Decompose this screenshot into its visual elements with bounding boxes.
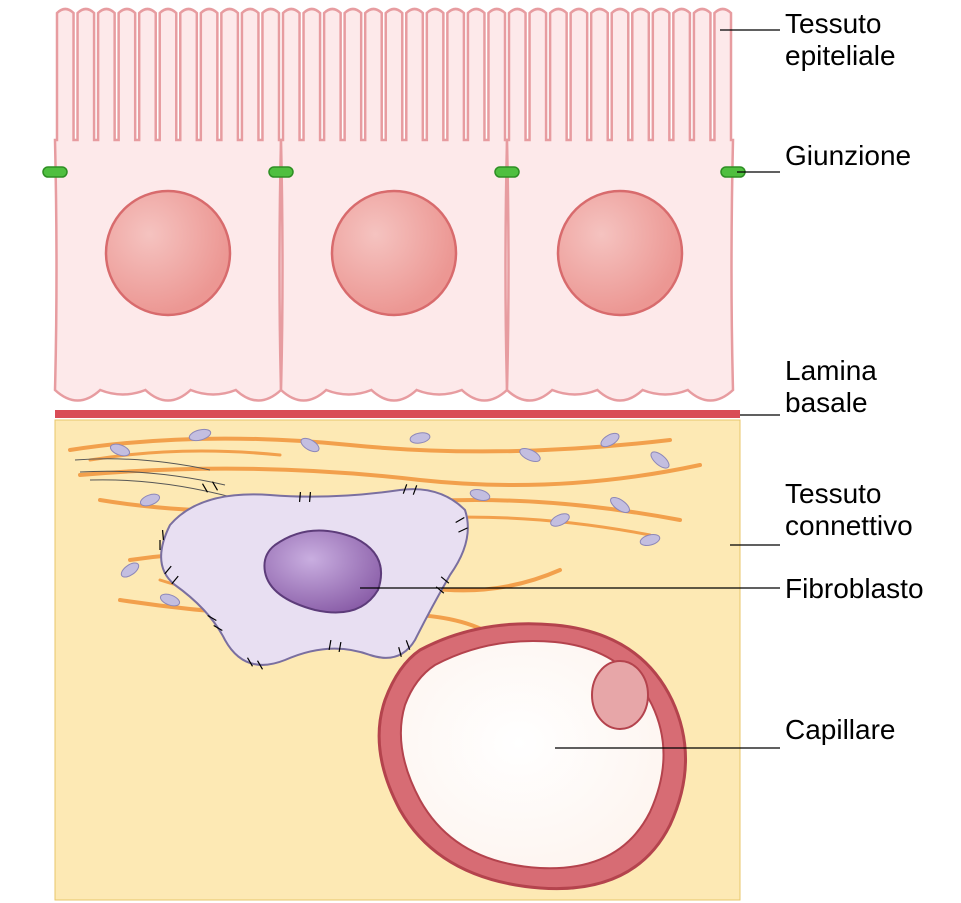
diagram-container: Tessuto epiteliale Giunzione Lamina basa… [0,0,961,903]
label-connective: Tessuto connettivo [785,478,913,542]
label-junction: Giunzione [785,140,911,172]
tight-junction [495,167,519,177]
epithelial-cell [507,9,733,401]
tight-junction [43,167,67,177]
label-epithelial: Tessuto epiteliale [785,8,896,72]
tight-junction [269,167,293,177]
epithelial-cell [55,9,281,401]
label-fibroblast: Fibroblasto [785,573,924,605]
epithelial-nucleus [558,191,682,315]
label-lamina: Lamina basale [785,355,877,419]
endothelial-nucleus [592,661,648,729]
epithelial-tissue [43,9,745,401]
tissue-diagram [0,0,961,903]
lamina-basale [55,410,740,418]
label-capillary: Capillare [785,714,896,746]
epithelial-nucleus [332,191,456,315]
epithelial-cell [281,9,507,401]
epithelial-nucleus [106,191,230,315]
